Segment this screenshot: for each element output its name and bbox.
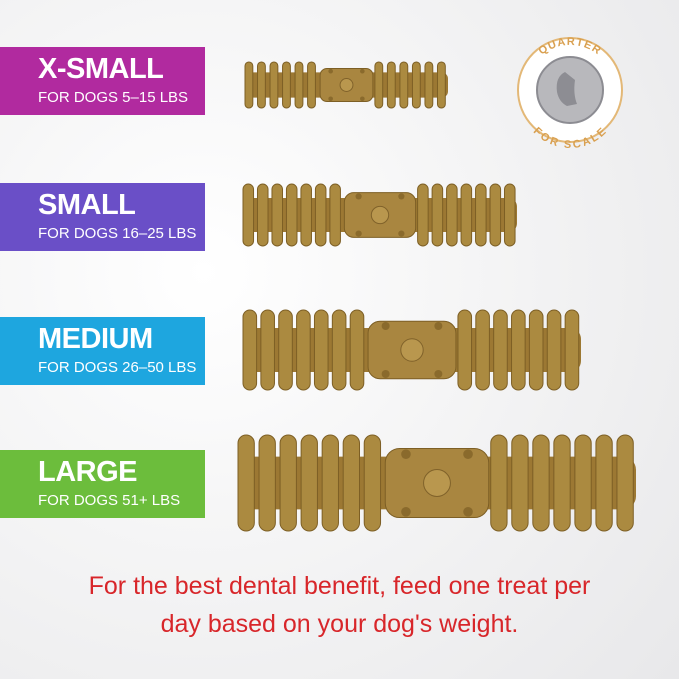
size-name: LARGE [38,456,138,488]
stick-part [339,78,354,92]
chew-sticks [237,61,636,532]
stick-part [374,61,384,109]
quarter: QUARTER FOR SCALE [517,36,623,151]
stick-part [423,469,451,497]
stick-part [528,309,544,391]
stick-part [363,434,382,532]
stick-part [401,449,411,460]
stick-part [331,309,347,391]
size-name: X-SMALL [38,53,164,85]
size-label: LARGE FOR DOGS 51+ LBS [0,450,205,518]
stick-part [360,96,365,102]
stick-part [398,230,405,237]
stick-part [307,61,316,109]
stick-part [321,434,339,532]
size-weight: FOR DOGS 26–50 LBS [38,359,197,376]
stick-part [460,183,473,247]
size-label: MEDIUM FOR DOGS 26–50 LBS [0,317,205,385]
stick-part [279,434,297,532]
stick-part [294,61,304,109]
stick-part [398,193,405,200]
stick-part [360,68,365,74]
stick-part [278,309,293,391]
stick-part [417,183,429,247]
size-label: SMALL FOR DOGS 16–25 LBS [0,183,205,251]
size-label: X-SMALL FOR DOGS 5–15 LBS [0,47,205,115]
stick-part [242,183,255,247]
stick-part [463,507,473,517]
stick-part [242,309,258,391]
stick-part [328,68,333,74]
footer-line: day based on your dog's weight. [160,610,519,638]
size-name: SMALL [38,189,136,221]
stick-part [370,205,390,225]
stick-part [564,309,580,391]
stick-part [475,183,487,247]
stick-part [257,61,266,109]
stick-part [511,434,529,532]
stick-part [349,309,365,391]
stick-part [493,309,508,391]
stick-part [355,230,362,237]
stick-part [436,61,446,109]
stick-part [616,434,634,532]
stick-part [400,338,424,362]
stick-part [381,322,390,330]
size-weight: FOR DOGS 16–25 LBS [38,225,197,242]
stick-part [260,309,275,391]
stick-part [595,434,613,532]
stick-part [342,434,361,532]
stick-part [504,183,516,247]
stick-part [296,309,311,391]
footer-line: For the best dental benefit, feed one tr… [88,572,591,600]
stick-part [399,61,409,109]
stick-part [328,96,333,102]
stick-part [314,183,327,247]
stick-part [446,183,458,247]
stick-part [237,434,255,532]
stick-part [424,61,434,109]
stick-part [463,449,473,460]
stick-part [386,61,396,109]
stick-part [300,434,318,532]
stick-part [489,183,502,247]
stick-part [511,309,526,391]
stick-part [401,507,411,517]
stick-part [271,183,284,247]
stick-part [546,309,562,391]
size-name: MEDIUM [38,323,153,355]
stick-part [434,322,443,330]
stick-part [313,309,329,391]
stick-part [457,309,473,391]
stick-part [355,193,362,200]
stick-part [475,309,490,391]
stick-part [411,61,421,109]
stick-part [553,434,571,532]
stick-part [285,183,298,247]
size-weight: FOR DOGS 5–15 LBS [38,89,189,106]
stick-part [574,434,592,532]
stick-part [258,434,276,532]
stick-part [244,61,254,109]
stick-part [269,61,279,109]
stick-part [256,183,269,247]
stick-part [329,183,341,247]
stick-part [490,434,508,532]
size-weight: FOR DOGS 51+ LBS [38,492,181,509]
stick-part [431,183,444,247]
stick-part [381,370,390,378]
stick-part [282,61,291,109]
stick-part [434,370,443,378]
stick-part [532,434,550,532]
stick-part [300,183,312,247]
